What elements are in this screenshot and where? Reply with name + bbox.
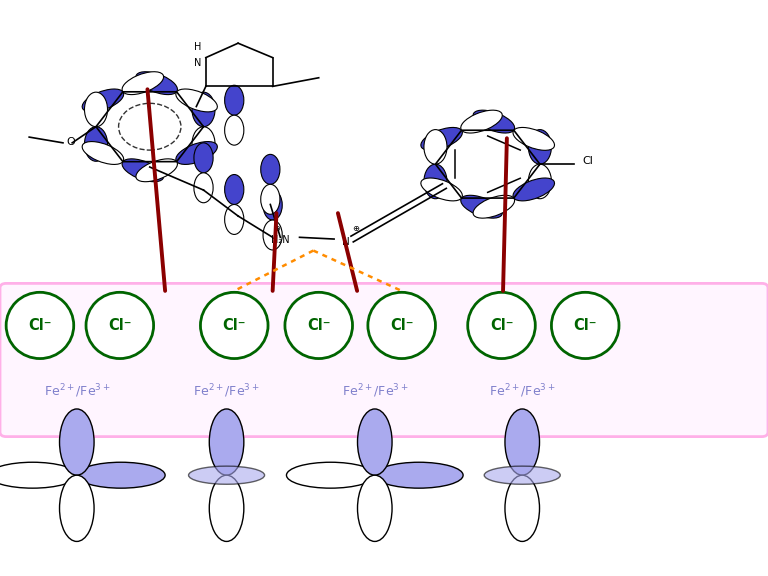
Ellipse shape <box>260 184 280 214</box>
Ellipse shape <box>528 164 551 199</box>
Ellipse shape <box>424 164 447 199</box>
Ellipse shape <box>286 462 375 488</box>
Ellipse shape <box>60 475 94 541</box>
Ellipse shape <box>194 173 213 203</box>
Ellipse shape <box>224 85 244 115</box>
Text: H: H <box>194 42 202 52</box>
Ellipse shape <box>224 204 244 234</box>
Text: N: N <box>342 237 349 247</box>
Ellipse shape <box>528 130 551 164</box>
Text: ⊕: ⊕ <box>352 224 359 233</box>
Ellipse shape <box>513 178 554 201</box>
FancyBboxPatch shape <box>0 283 768 437</box>
Ellipse shape <box>224 175 244 204</box>
Text: Cl⁻: Cl⁻ <box>490 318 513 333</box>
Ellipse shape <box>468 292 535 358</box>
Ellipse shape <box>357 475 392 541</box>
Ellipse shape <box>424 130 447 164</box>
Text: ⊕: ⊕ <box>273 224 280 233</box>
Ellipse shape <box>60 409 94 475</box>
Ellipse shape <box>263 190 283 220</box>
Ellipse shape <box>357 409 392 475</box>
Text: Cl⁻: Cl⁻ <box>390 318 413 333</box>
Ellipse shape <box>505 475 539 541</box>
Ellipse shape <box>209 409 244 475</box>
Ellipse shape <box>461 195 502 218</box>
Ellipse shape <box>84 127 108 161</box>
Ellipse shape <box>551 292 619 358</box>
Ellipse shape <box>421 127 462 150</box>
Ellipse shape <box>209 475 244 541</box>
Text: Cl⁻: Cl⁻ <box>574 318 597 333</box>
Text: Cl⁻: Cl⁻ <box>108 318 131 333</box>
Ellipse shape <box>136 72 177 94</box>
Ellipse shape <box>6 292 74 358</box>
Text: O: O <box>66 137 75 147</box>
Ellipse shape <box>260 154 280 184</box>
Text: Fe$^{2+}$/Fe$^{3+}$: Fe$^{2+}$/Fe$^{3+}$ <box>489 383 555 400</box>
Ellipse shape <box>505 409 539 475</box>
Ellipse shape <box>513 127 554 150</box>
Ellipse shape <box>421 178 462 201</box>
Ellipse shape <box>86 292 154 358</box>
Text: N: N <box>194 58 202 67</box>
Ellipse shape <box>285 292 353 358</box>
Ellipse shape <box>194 143 213 173</box>
Ellipse shape <box>484 466 560 484</box>
Ellipse shape <box>375 462 463 488</box>
Text: Cl⁻: Cl⁻ <box>28 318 51 333</box>
Ellipse shape <box>176 142 217 164</box>
Text: Cl: Cl <box>582 156 593 166</box>
Ellipse shape <box>82 89 124 112</box>
Ellipse shape <box>136 159 177 181</box>
Ellipse shape <box>473 110 515 133</box>
Ellipse shape <box>84 92 108 127</box>
Ellipse shape <box>473 195 515 218</box>
Ellipse shape <box>176 89 217 112</box>
Text: Fe$^{2+}$/Fe$^{3+}$: Fe$^{2+}$/Fe$^{3+}$ <box>342 383 408 400</box>
Text: Fe$^{2+}$/Fe$^{3+}$: Fe$^{2+}$/Fe$^{3+}$ <box>194 383 260 400</box>
Ellipse shape <box>263 220 283 250</box>
Text: Cl⁻: Cl⁻ <box>307 318 330 333</box>
Ellipse shape <box>77 462 165 488</box>
Text: Cl⁻: Cl⁻ <box>223 318 246 333</box>
Text: Fe$^{2+}$/Fe$^{3+}$: Fe$^{2+}$/Fe$^{3+}$ <box>44 383 110 400</box>
Text: H₂N: H₂N <box>271 235 290 245</box>
Ellipse shape <box>461 110 502 133</box>
Ellipse shape <box>122 159 164 181</box>
Ellipse shape <box>188 466 264 484</box>
Ellipse shape <box>192 127 215 161</box>
Ellipse shape <box>200 292 268 358</box>
Ellipse shape <box>122 72 164 94</box>
Ellipse shape <box>82 142 124 164</box>
Ellipse shape <box>192 92 215 127</box>
Ellipse shape <box>0 462 77 488</box>
Ellipse shape <box>368 292 435 358</box>
Ellipse shape <box>224 115 244 145</box>
